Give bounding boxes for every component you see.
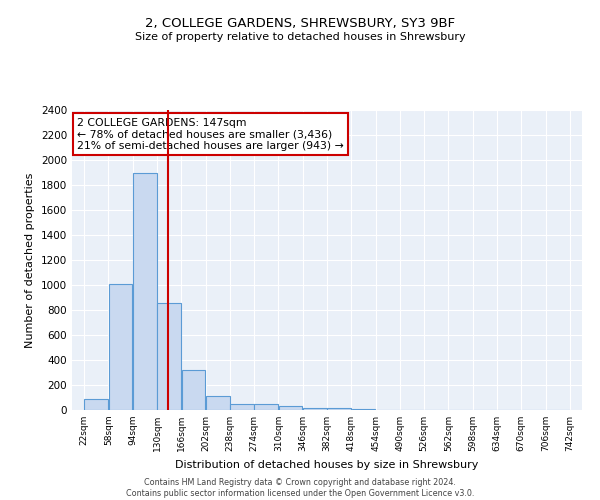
- X-axis label: Distribution of detached houses by size in Shrewsbury: Distribution of detached houses by size …: [175, 460, 479, 469]
- Bar: [85, 399, 108, 410]
- Bar: [254, 404, 278, 410]
- Bar: [328, 408, 351, 410]
- Bar: [206, 396, 230, 410]
- Y-axis label: Number of detached properties: Number of detached properties: [25, 172, 35, 348]
- Bar: [133, 172, 157, 410]
- Text: 2, COLLEGE GARDENS, SHREWSBURY, SY3 9BF: 2, COLLEGE GARDENS, SHREWSBURY, SY3 9BF: [145, 18, 455, 30]
- Text: 2 COLLEGE GARDENS: 147sqm
← 78% of detached houses are smaller (3,436)
21% of se: 2 COLLEGE GARDENS: 147sqm ← 78% of detac…: [77, 118, 344, 150]
- Bar: [109, 284, 133, 410]
- Bar: [182, 370, 205, 410]
- Bar: [157, 302, 181, 410]
- Bar: [279, 406, 302, 410]
- Bar: [230, 404, 254, 410]
- Text: Contains HM Land Registry data © Crown copyright and database right 2024.
Contai: Contains HM Land Registry data © Crown c…: [126, 478, 474, 498]
- Text: Size of property relative to detached houses in Shrewsbury: Size of property relative to detached ho…: [134, 32, 466, 42]
- Bar: [303, 408, 326, 410]
